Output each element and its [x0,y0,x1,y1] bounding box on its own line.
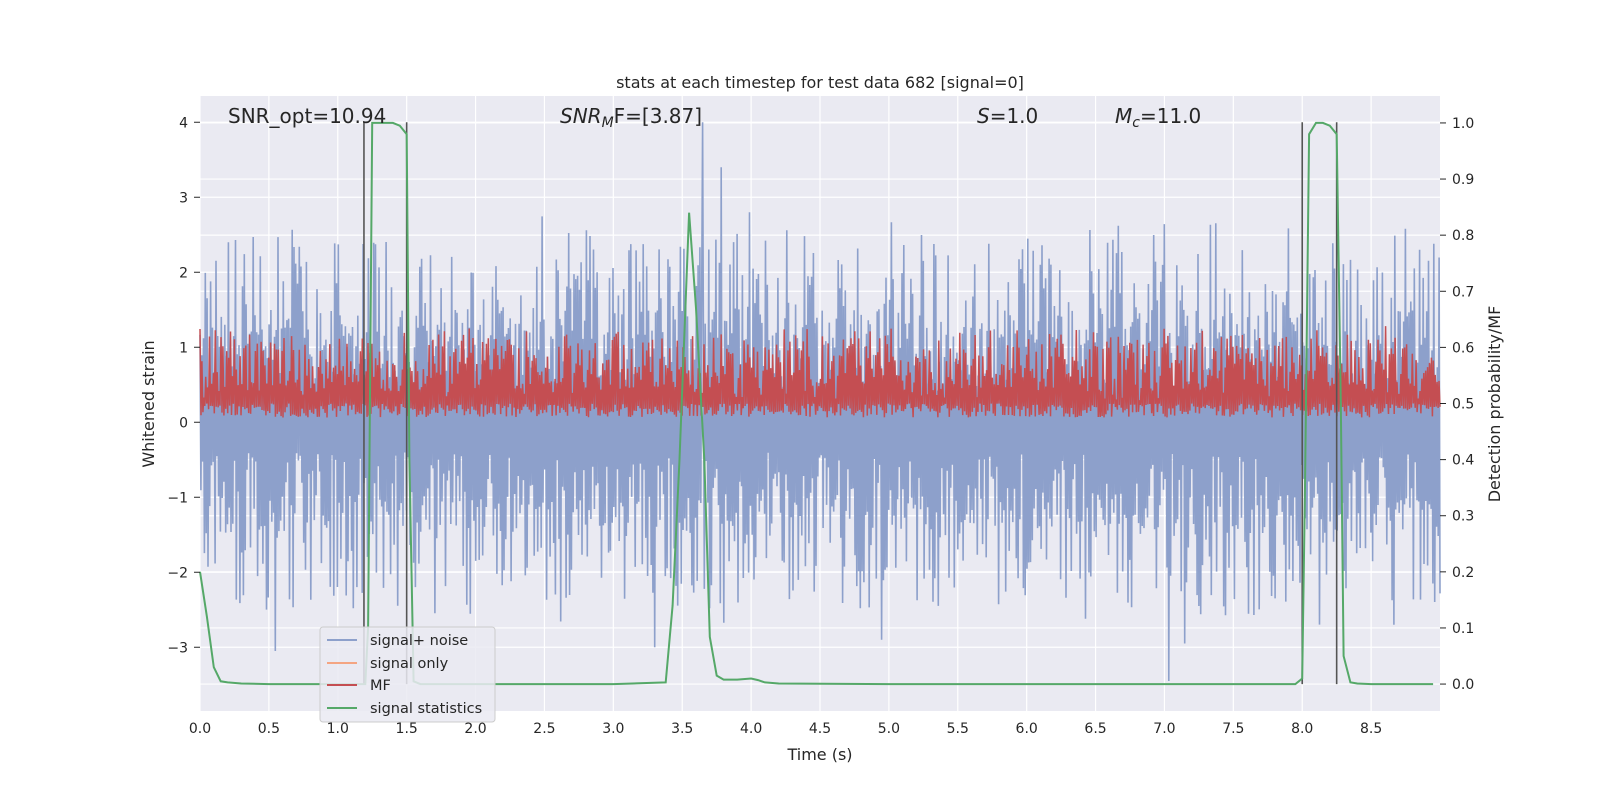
mc-value: =11.0 [1140,104,1201,128]
left-y-axis-label: Whitened strain [139,340,158,467]
x-axis-label: Time (s) [786,745,852,764]
s-annotation: S=1.0 [977,104,1038,128]
x-tick-label: 3.0 [602,721,624,737]
right-y-axis-label: Detection probability/MF [1485,306,1504,503]
left-y-tick-label: 0 [179,415,188,431]
right-y-tick-label: 0.1 [1452,621,1474,637]
mc-subscript: c [1132,115,1140,131]
mc-variable: M [1115,104,1132,128]
left-y-tick-label: −2 [167,565,188,581]
legend-box [319,626,496,723]
x-tick-label: 6.5 [1084,721,1106,737]
right-y-tick-label: 0.4 [1452,453,1474,469]
legend-label-signal-only: signal only [370,656,449,672]
left-y-tick-label: 4 [179,115,188,131]
right-y-tick-label: 0.2 [1452,565,1474,581]
x-tick-label: 0.0 [189,721,211,737]
legend: signal+ noise signal only MF signal stat… [319,626,496,723]
left-y-tick-label: 2 [179,265,188,281]
right-y-tick-label: 0.8 [1452,228,1474,244]
x-tick-label: 4.5 [809,721,831,737]
right-y-tick-label: 0.0 [1452,677,1474,693]
snr-mf-annotation: SNRMF=[3.87] [560,104,702,131]
x-tick-label: 8.5 [1360,721,1382,737]
left-y-axis-ticks: 4 3 2 1 0 −1 −2 −3 [167,115,200,656]
x-tick-label: 2.0 [464,721,486,737]
x-tick-label: 5.0 [878,721,900,737]
right-y-axis-ticks: 1.0 0.9 0.8 0.7 0.6 0.5 0.4 0.3 0.2 0.1 0.0 [1440,116,1474,693]
right-y-tick-label: 0.7 [1452,284,1474,300]
x-tick-label: 6.0 [1016,721,1038,737]
x-tick-label: 3.5 [671,721,693,737]
x-tick-label: 0.5 [258,721,280,737]
right-y-tick-label: 0.3 [1452,509,1474,525]
x-tick-label: 7.0 [1153,721,1175,737]
legend-label-signal-statistics: signal statistics [370,701,482,717]
snr-mf-rest: F=[3.87] [614,104,702,128]
left-y-tick-label: −1 [167,490,188,506]
snr-opt-annotation: SNR_opt=10.94 [228,104,386,128]
snr-mf-subscript: M [602,115,614,131]
x-tick-label: 2.5 [533,721,555,737]
left-y-tick-label: 3 [179,190,188,206]
legend-label-signal-noise: signal+ noise [370,633,468,649]
snr-mf-base: SNR [560,104,602,128]
x-tick-label: 7.5 [1222,721,1244,737]
x-tick-label: 1.0 [327,721,349,737]
legend-label-mf: MF [370,678,391,694]
right-y-tick-label: 0.9 [1452,172,1474,188]
x-tick-label: 8.0 [1291,721,1313,737]
left-y-tick-label: −3 [167,640,188,656]
right-y-tick-label: 0.5 [1452,397,1474,413]
right-y-tick-label: 0.6 [1452,340,1474,356]
x-tick-label: 5.5 [947,721,969,737]
right-y-tick-label: 1.0 [1452,116,1474,132]
s-variable: S [977,104,990,128]
left-y-tick-label: 1 [179,340,188,356]
mc-annotation: Mc=11.0 [1115,104,1201,131]
x-axis-ticks: 0.0 0.5 1.0 1.5 2.0 2.5 3.0 3.5 4.0 4.5 5.0 5.5 6.0 6… [189,721,1382,737]
chart-title: stats at each timestep for test data 682… [616,73,1024,92]
x-tick-label: 4.0 [740,721,762,737]
x-tick-label: 1.5 [396,721,418,737]
s-value: =1.0 [990,104,1039,128]
